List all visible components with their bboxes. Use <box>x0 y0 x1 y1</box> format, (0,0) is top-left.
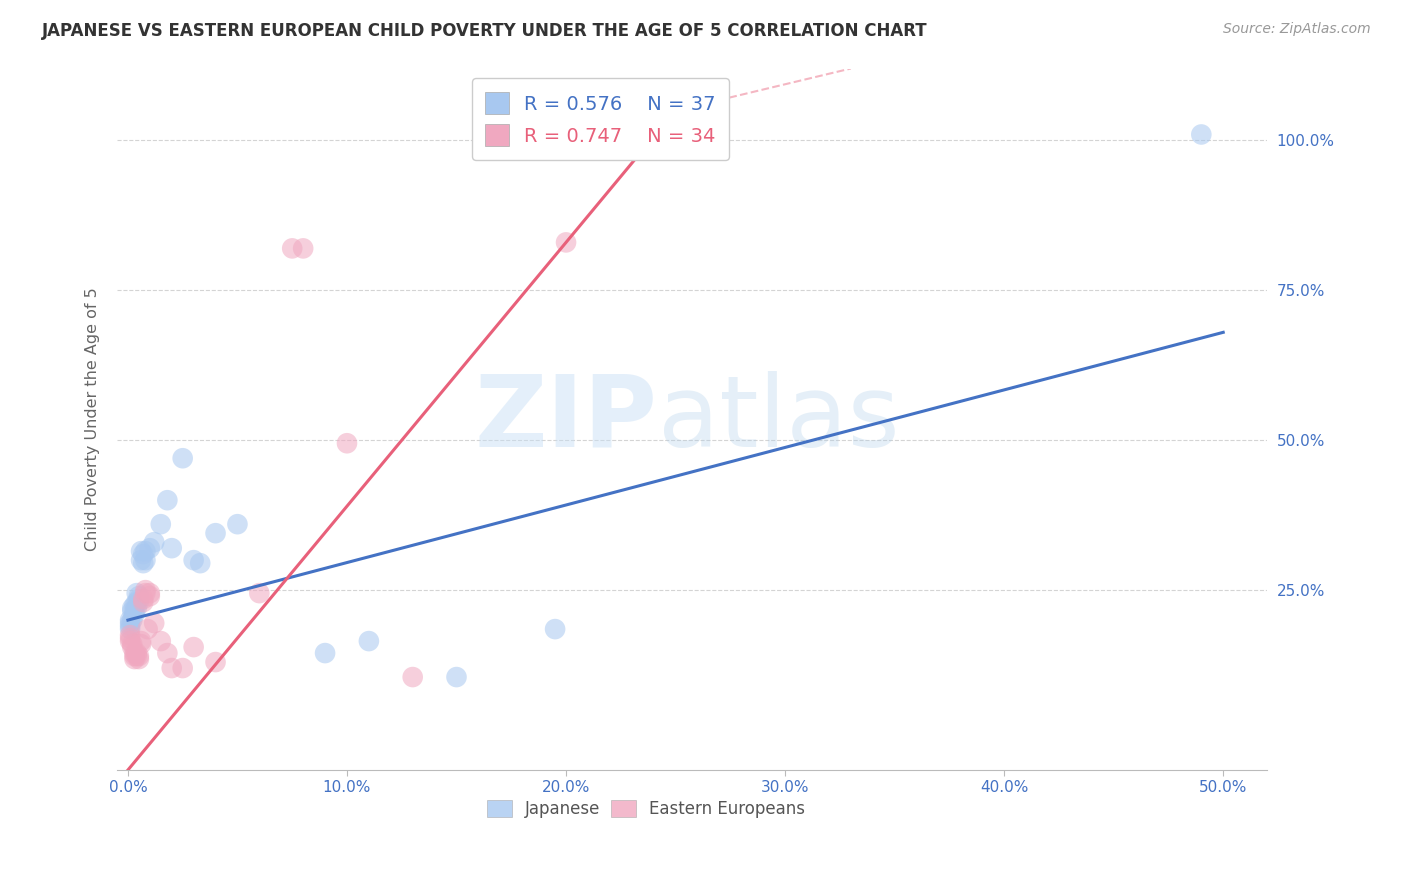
Point <box>226 517 249 532</box>
Point <box>132 595 155 609</box>
Point <box>544 622 567 636</box>
Text: ZIP: ZIP <box>475 371 658 467</box>
Point <box>204 655 226 669</box>
Point <box>121 637 143 651</box>
Point <box>446 670 468 684</box>
Point <box>124 598 146 612</box>
Point <box>172 661 194 675</box>
Point <box>136 622 159 636</box>
Point <box>134 583 156 598</box>
Point <box>281 241 304 255</box>
Point <box>132 547 155 561</box>
Point <box>128 595 150 609</box>
Point <box>129 553 152 567</box>
Point <box>292 241 315 255</box>
Point <box>139 541 162 556</box>
Point <box>120 616 142 631</box>
Point <box>121 640 143 654</box>
Point <box>156 646 179 660</box>
Point <box>149 517 172 532</box>
Point <box>132 556 155 570</box>
Point <box>129 637 152 651</box>
Point <box>120 628 142 642</box>
Point <box>134 544 156 558</box>
Point <box>139 589 162 603</box>
Point <box>188 556 211 570</box>
Point <box>134 586 156 600</box>
Point <box>125 646 148 660</box>
Point <box>120 619 142 633</box>
Text: JAPANESE VS EASTERN EUROPEAN CHILD POVERTY UNDER THE AGE OF 5 CORRELATION CHART: JAPANESE VS EASTERN EUROPEAN CHILD POVER… <box>42 22 928 40</box>
Point <box>121 601 143 615</box>
Point <box>129 544 152 558</box>
Point <box>183 553 205 567</box>
Point <box>124 646 146 660</box>
Point <box>120 634 142 648</box>
Point <box>314 646 336 660</box>
Legend: Japanese, Eastern Europeans: Japanese, Eastern Europeans <box>481 793 811 825</box>
Point <box>160 541 183 556</box>
Point <box>1189 128 1212 142</box>
Point <box>204 526 226 541</box>
Point <box>160 661 183 675</box>
Point <box>124 652 146 666</box>
Point <box>134 553 156 567</box>
Point <box>143 616 166 631</box>
Text: atlas: atlas <box>658 371 898 467</box>
Point <box>247 586 270 600</box>
Point <box>124 649 146 664</box>
Point <box>139 586 162 600</box>
Point <box>183 640 205 654</box>
Point <box>125 601 148 615</box>
Point <box>128 589 150 603</box>
Point <box>124 607 146 621</box>
Point <box>402 670 425 684</box>
Point <box>149 634 172 648</box>
Point <box>156 493 179 508</box>
Text: Source: ZipAtlas.com: Source: ZipAtlas.com <box>1223 22 1371 37</box>
Point <box>336 436 359 450</box>
Point <box>120 622 142 636</box>
Point <box>125 595 148 609</box>
Point <box>132 592 155 607</box>
Y-axis label: Child Poverty Under the Age of 5: Child Poverty Under the Age of 5 <box>86 287 100 551</box>
Point <box>124 604 146 618</box>
Point <box>555 235 578 250</box>
Point <box>121 604 143 618</box>
Point <box>121 613 143 627</box>
Point <box>357 634 380 648</box>
Point <box>128 652 150 666</box>
Point <box>125 649 148 664</box>
Point <box>128 649 150 664</box>
Point <box>128 592 150 607</box>
Point <box>172 451 194 466</box>
Point <box>143 535 166 549</box>
Point <box>120 631 142 645</box>
Point <box>125 586 148 600</box>
Point <box>120 613 142 627</box>
Point <box>129 634 152 648</box>
